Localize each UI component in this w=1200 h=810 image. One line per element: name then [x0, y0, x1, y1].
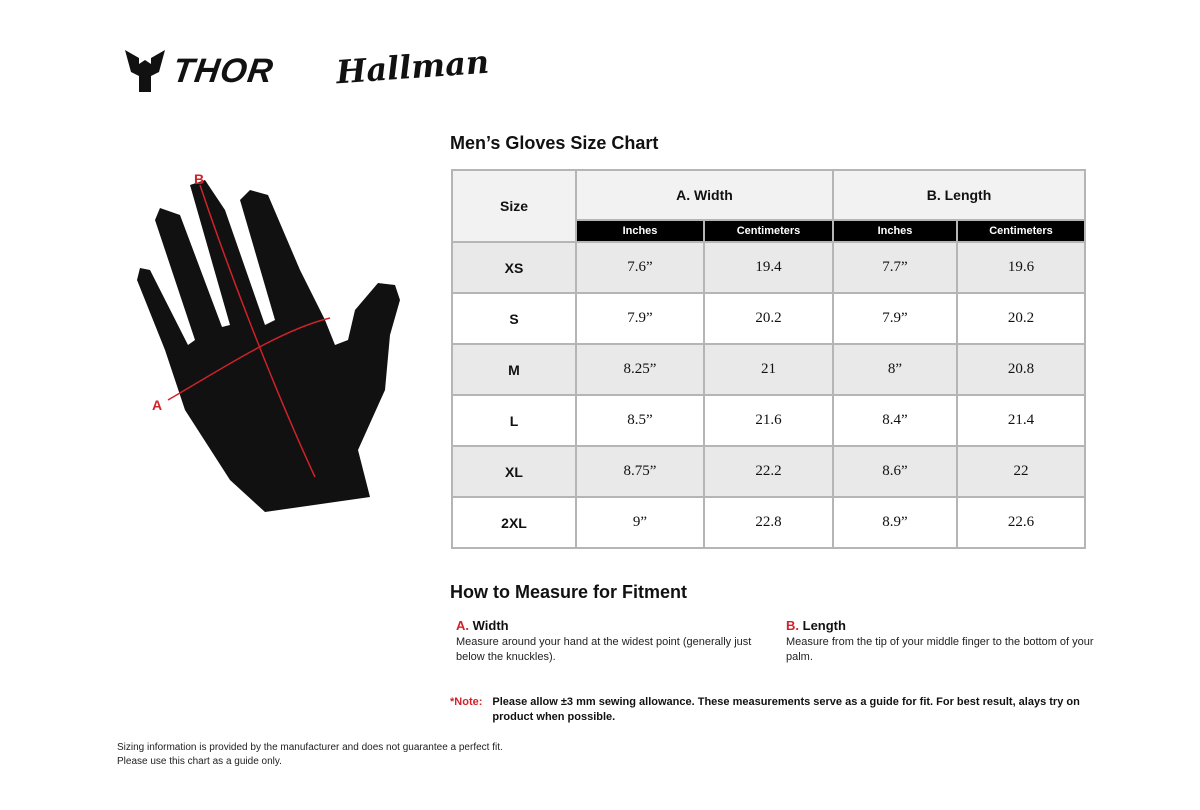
hand-measurement-diagram: B A: [137, 171, 400, 512]
size-cell: L: [451, 394, 577, 447]
width-header: A. Width: [575, 169, 834, 221]
note-text: Please allow ±3 mm sewing allowance. The…: [492, 696, 1080, 723]
value-cell: 7.9”: [575, 292, 705, 345]
value-cell: 19.6: [956, 241, 1086, 294]
note: *Note: Please allow ±3 mm sewing allowan…: [450, 695, 1090, 725]
footer-disclaimer: Sizing information is provided by the ma…: [117, 741, 503, 769]
length-header: B. Length: [832, 169, 1086, 221]
size-header: Size: [451, 169, 577, 243]
width-name: Width: [472, 618, 509, 633]
value-cell: 21.6: [703, 394, 834, 447]
label-b: B: [194, 171, 204, 187]
value-cell: 7.6”: [575, 241, 705, 294]
value-cell: 20.8: [956, 343, 1086, 396]
value-cell: 7.7”: [832, 241, 958, 294]
unit-header: Inches: [575, 219, 705, 243]
value-cell: 21.4: [956, 394, 1086, 447]
page-title: Men’s Gloves Size Chart: [450, 133, 659, 153]
footer-line: Sizing information is provided by the ma…: [117, 742, 503, 753]
length-line: [199, 184, 316, 478]
width-instructions: A. Width Measure around your hand at the…: [456, 618, 766, 665]
value-cell: 9”: [575, 496, 705, 549]
value-cell: 22.8: [703, 496, 834, 549]
size-cell: M: [451, 343, 577, 396]
value-cell: 22.6: [956, 496, 1086, 549]
note-key: *Note:: [450, 696, 483, 708]
value-cell: 19.4: [703, 241, 834, 294]
width-letter: A.: [456, 618, 469, 633]
length-letter: B.: [786, 618, 799, 633]
size-cell: XL: [451, 445, 577, 498]
value-cell: 8.4”: [832, 394, 958, 447]
value-cell: 21: [703, 343, 834, 396]
hallman-logo: Hallman: [334, 42, 491, 92]
value-cell: 7.9”: [832, 292, 958, 345]
value-cell: 20.2: [703, 292, 834, 345]
length-name: Length: [802, 618, 846, 633]
value-cell: 8.9”: [832, 496, 958, 549]
unit-header: Centimeters: [703, 219, 834, 243]
table-row: XS 7.6” 19.4 7.7” 19.6: [451, 241, 1086, 294]
thor-wordmark: THOR: [170, 51, 277, 90]
thor-logo: THOR: [125, 50, 277, 92]
size-cell: S: [451, 292, 577, 345]
size-cell: 2XL: [451, 496, 577, 549]
width-line: [167, 317, 331, 401]
table-row: S 7.9” 20.2 7.9” 20.2: [451, 292, 1086, 345]
length-instructions: B. Length Measure from the tip of your m…: [786, 618, 1096, 665]
value-cell: 8.75”: [575, 445, 705, 498]
table-row: 2XL 9” 22.8 8.9” 22.6: [451, 496, 1086, 549]
how-to-measure-title: How to Measure for Fitment: [450, 582, 688, 602]
table-row: L 8.5” 21.6 8.4” 21.4: [451, 394, 1086, 447]
hand-silhouette: [137, 180, 400, 512]
value-cell: 20.2: [956, 292, 1086, 345]
value-cell: 8.6”: [832, 445, 958, 498]
table-row: XL 8.75” 22.2 8.6” 22: [451, 445, 1086, 498]
label-a: A: [152, 397, 162, 413]
value-cell: 22: [956, 445, 1086, 498]
unit-header: Inches: [832, 219, 958, 243]
value-cell: 8”: [832, 343, 958, 396]
size-cell: XS: [451, 241, 577, 294]
table-row: M 8.25” 21 8” 20.8: [451, 343, 1086, 396]
value-cell: 8.25”: [575, 343, 705, 396]
size-table: Size A. Width B. Length Inches Centimete…: [451, 169, 1086, 549]
thor-emblem-icon: [125, 50, 165, 92]
value-cell: 8.5”: [575, 394, 705, 447]
length-text: Measure from the tip of your middle fing…: [786, 636, 1094, 663]
unit-header: Centimeters: [956, 219, 1086, 243]
value-cell: 22.2: [703, 445, 834, 498]
width-text: Measure around your hand at the widest p…: [456, 636, 752, 663]
footer-line: Please use this chart as a guide only.: [117, 756, 282, 767]
